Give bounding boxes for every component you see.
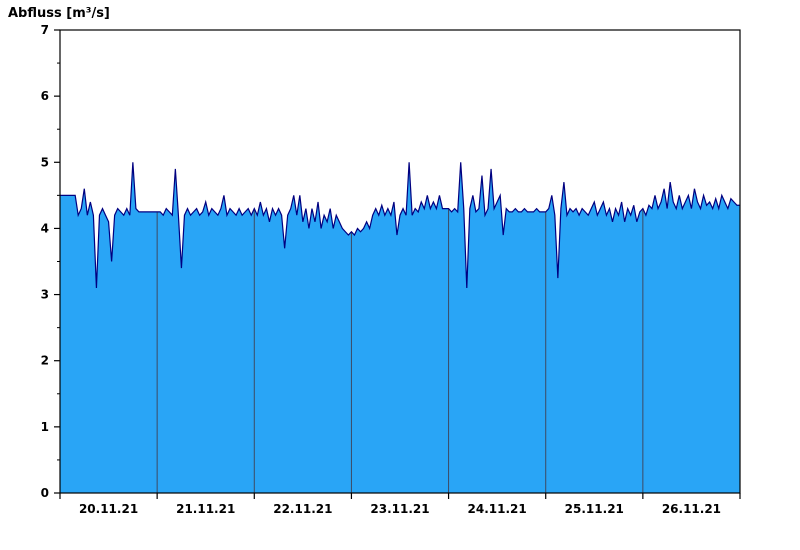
discharge-line (60, 162, 740, 288)
y-axis-tick-label: 6 (41, 89, 49, 103)
discharge-area (60, 162, 740, 494)
x-axis-date-label: 22.11.21 (273, 502, 332, 516)
x-axis-date-label: 26.11.21 (662, 502, 721, 516)
y-axis-tick-label: 2 (41, 354, 49, 368)
chart-title: Abfluss [m³/s] (8, 6, 110, 21)
y-axis-tick-label: 0 (41, 486, 49, 500)
x-axis-date-label: 21.11.21 (176, 502, 235, 516)
y-axis-tick-label: 7 (41, 23, 49, 37)
y-axis-tick-label: 3 (41, 288, 49, 302)
x-axis-date-label: 25.11.21 (565, 502, 624, 516)
x-axis-date-label: 20.11.21 (79, 502, 138, 516)
y-axis-tick-label: 4 (41, 221, 49, 235)
y-axis-tick-label: 1 (41, 420, 49, 434)
y-axis-tick-label: 5 (41, 155, 49, 169)
x-axis-date-label: 23.11.21 (370, 502, 429, 516)
x-axis-date-label: 24.11.21 (468, 502, 527, 516)
